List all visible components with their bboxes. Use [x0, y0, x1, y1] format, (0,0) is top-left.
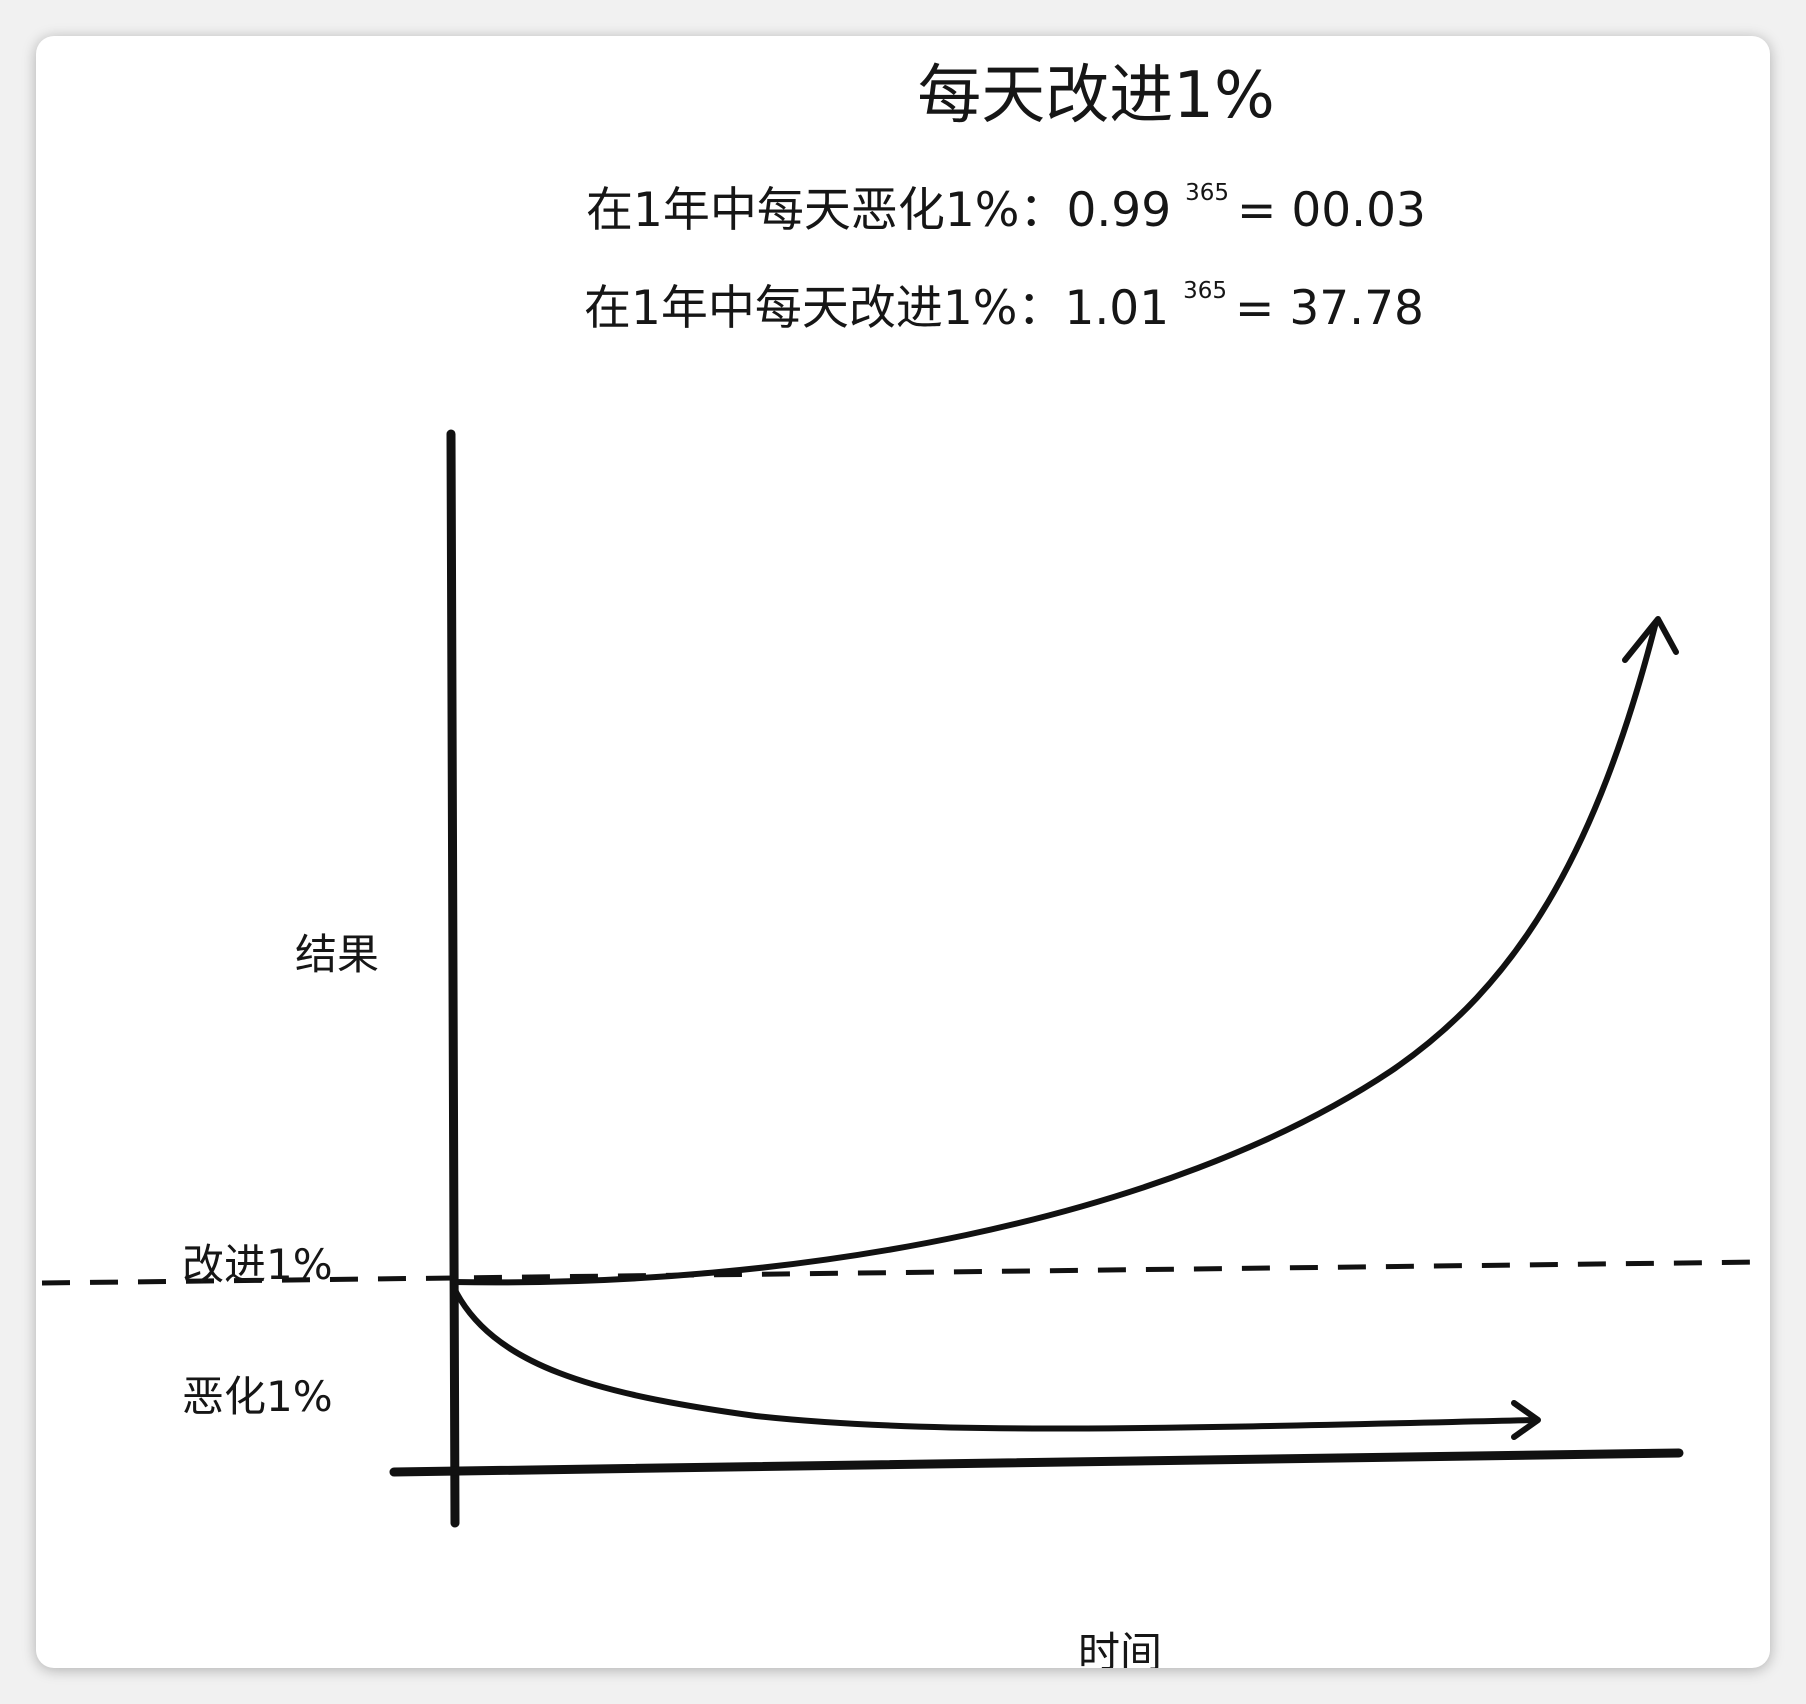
worsen-label: 恶化1%	[182, 1372, 333, 1421]
growth-diagram	[41, 429, 1765, 1528]
better-formula: 在1年中每天改进1%：1.01 365 = 37.78	[584, 256, 1424, 336]
better-formula-exponent: 365	[1183, 278, 1228, 304]
improve-arrowhead	[1622, 616, 1679, 663]
improve-label: 改进1%	[182, 1240, 333, 1289]
y-axis-line	[446, 429, 460, 1528]
worse-formula-exponent: 365	[1185, 180, 1230, 206]
decline-arrowhead	[1511, 1400, 1541, 1440]
y-axis-label: 结果	[295, 930, 380, 979]
diagram-title: 每天改进1%	[917, 59, 1275, 133]
x-axis-line	[389, 1448, 1684, 1477]
improve-curve	[450, 619, 1659, 1286]
worse-formula: 在1年中每天恶化1%：0.99 365 = 00.03	[586, 158, 1426, 238]
x-axis-label: 时间	[1078, 1628, 1163, 1668]
worse-formula-result: = 00.03	[1237, 183, 1426, 238]
better-formula-result: = 37.78	[1235, 281, 1424, 336]
worse-formula-base: 在1年中每天恶化1%：0.99	[586, 183, 1172, 238]
decline-curve	[450, 1283, 1539, 1432]
figure-card: 每天改进1% 在1年中每天恶化1%：0.99 365 = 00.03 在1年中每天改…	[36, 36, 1770, 1668]
better-formula-base: 在1年中每天改进1%：1.01	[584, 281, 1170, 336]
